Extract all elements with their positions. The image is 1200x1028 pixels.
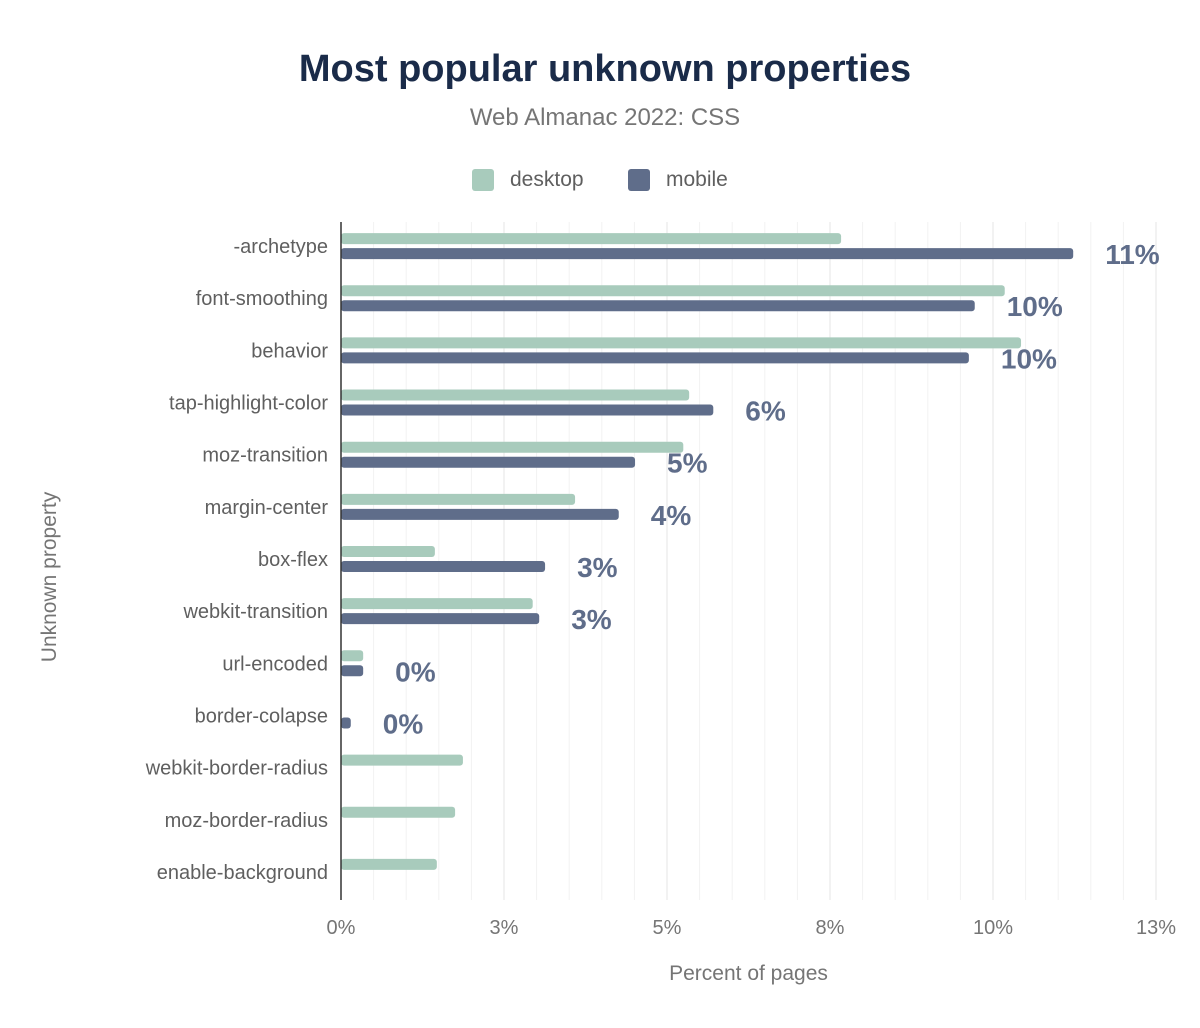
data-label: 0% bbox=[383, 708, 424, 739]
y-tick-label: behavior bbox=[251, 340, 328, 362]
data-label: 10% bbox=[1007, 291, 1063, 322]
x-axis-label: Percent of pages bbox=[669, 962, 828, 985]
bar-desktop bbox=[341, 389, 690, 401]
bar-mobile bbox=[341, 404, 714, 416]
y-tick-label: -archetype bbox=[234, 236, 329, 258]
y-tick-label: url-encoded bbox=[222, 653, 328, 675]
data-label: 11% bbox=[1105, 239, 1160, 270]
y-tick-label: webkit-transition bbox=[182, 601, 328, 623]
bar-desktop bbox=[341, 441, 684, 453]
legend-label-desktop: desktop bbox=[510, 168, 584, 191]
bar-mobile bbox=[341, 508, 619, 520]
x-tick-label: 10% bbox=[973, 917, 1013, 939]
data-label: 0% bbox=[395, 656, 436, 687]
y-tick-label: moz-border-radius bbox=[165, 810, 328, 832]
data-label: 4% bbox=[651, 500, 692, 531]
bar-desktop bbox=[341, 754, 463, 766]
y-tick-label: tap-highlight-color bbox=[169, 393, 328, 415]
y-tick-label: enable-background bbox=[157, 862, 328, 884]
data-label: 5% bbox=[667, 448, 708, 479]
legend-desktop[interactable]: desktop bbox=[472, 168, 584, 192]
legend-swatch-mobile bbox=[628, 169, 650, 191]
x-tick-label: 8% bbox=[816, 917, 845, 939]
y-axis-label: Unknown property bbox=[38, 491, 61, 663]
x-tick-label: 0% bbox=[327, 917, 356, 939]
bar-mobile bbox=[341, 665, 364, 677]
x-tick-label: 5% bbox=[653, 917, 682, 939]
bar-mobile bbox=[341, 248, 1074, 260]
data-label: 10% bbox=[1001, 343, 1057, 374]
y-tick-label: box-flex bbox=[258, 549, 328, 571]
legend-mobile[interactable]: mobile bbox=[628, 168, 728, 192]
bar-mobile bbox=[341, 561, 546, 572]
bar-desktop bbox=[341, 598, 533, 610]
y-tick-label: webkit-border-radius bbox=[145, 758, 328, 780]
bar-mobile bbox=[341, 352, 969, 364]
bar-desktop bbox=[341, 650, 364, 662]
bar-mobile bbox=[341, 300, 975, 312]
chart-subtitle: Web Almanac 2022: CSS bbox=[469, 104, 741, 131]
y-tick-label: moz-transition bbox=[202, 445, 328, 467]
y-tick-label: border-colapse bbox=[195, 705, 328, 727]
bar-desktop bbox=[341, 285, 1005, 297]
bar-desktop bbox=[341, 337, 1022, 349]
data-label: 3% bbox=[571, 604, 612, 635]
chart-title: Most popular unknown properties bbox=[298, 48, 912, 90]
data-label: 6% bbox=[745, 396, 786, 427]
legend-swatch-desktop bbox=[472, 169, 494, 191]
bar-mobile bbox=[341, 456, 636, 468]
y-tick-label: font-smoothing bbox=[196, 288, 328, 310]
data-label: 3% bbox=[577, 552, 618, 583]
x-tick-label: 3% bbox=[490, 917, 519, 939]
bar-mobile bbox=[341, 717, 351, 729]
bar-desktop bbox=[341, 858, 437, 870]
legend-label-mobile: mobile bbox=[666, 168, 728, 191]
bar-desktop bbox=[341, 806, 456, 818]
bar-desktop bbox=[341, 546, 435, 557]
bar-mobile bbox=[341, 613, 540, 625]
y-tick-label: margin-center bbox=[205, 497, 329, 519]
bar-desktop bbox=[341, 493, 576, 505]
x-tick-label: 13% bbox=[1136, 917, 1176, 939]
bar-desktop bbox=[341, 233, 842, 245]
